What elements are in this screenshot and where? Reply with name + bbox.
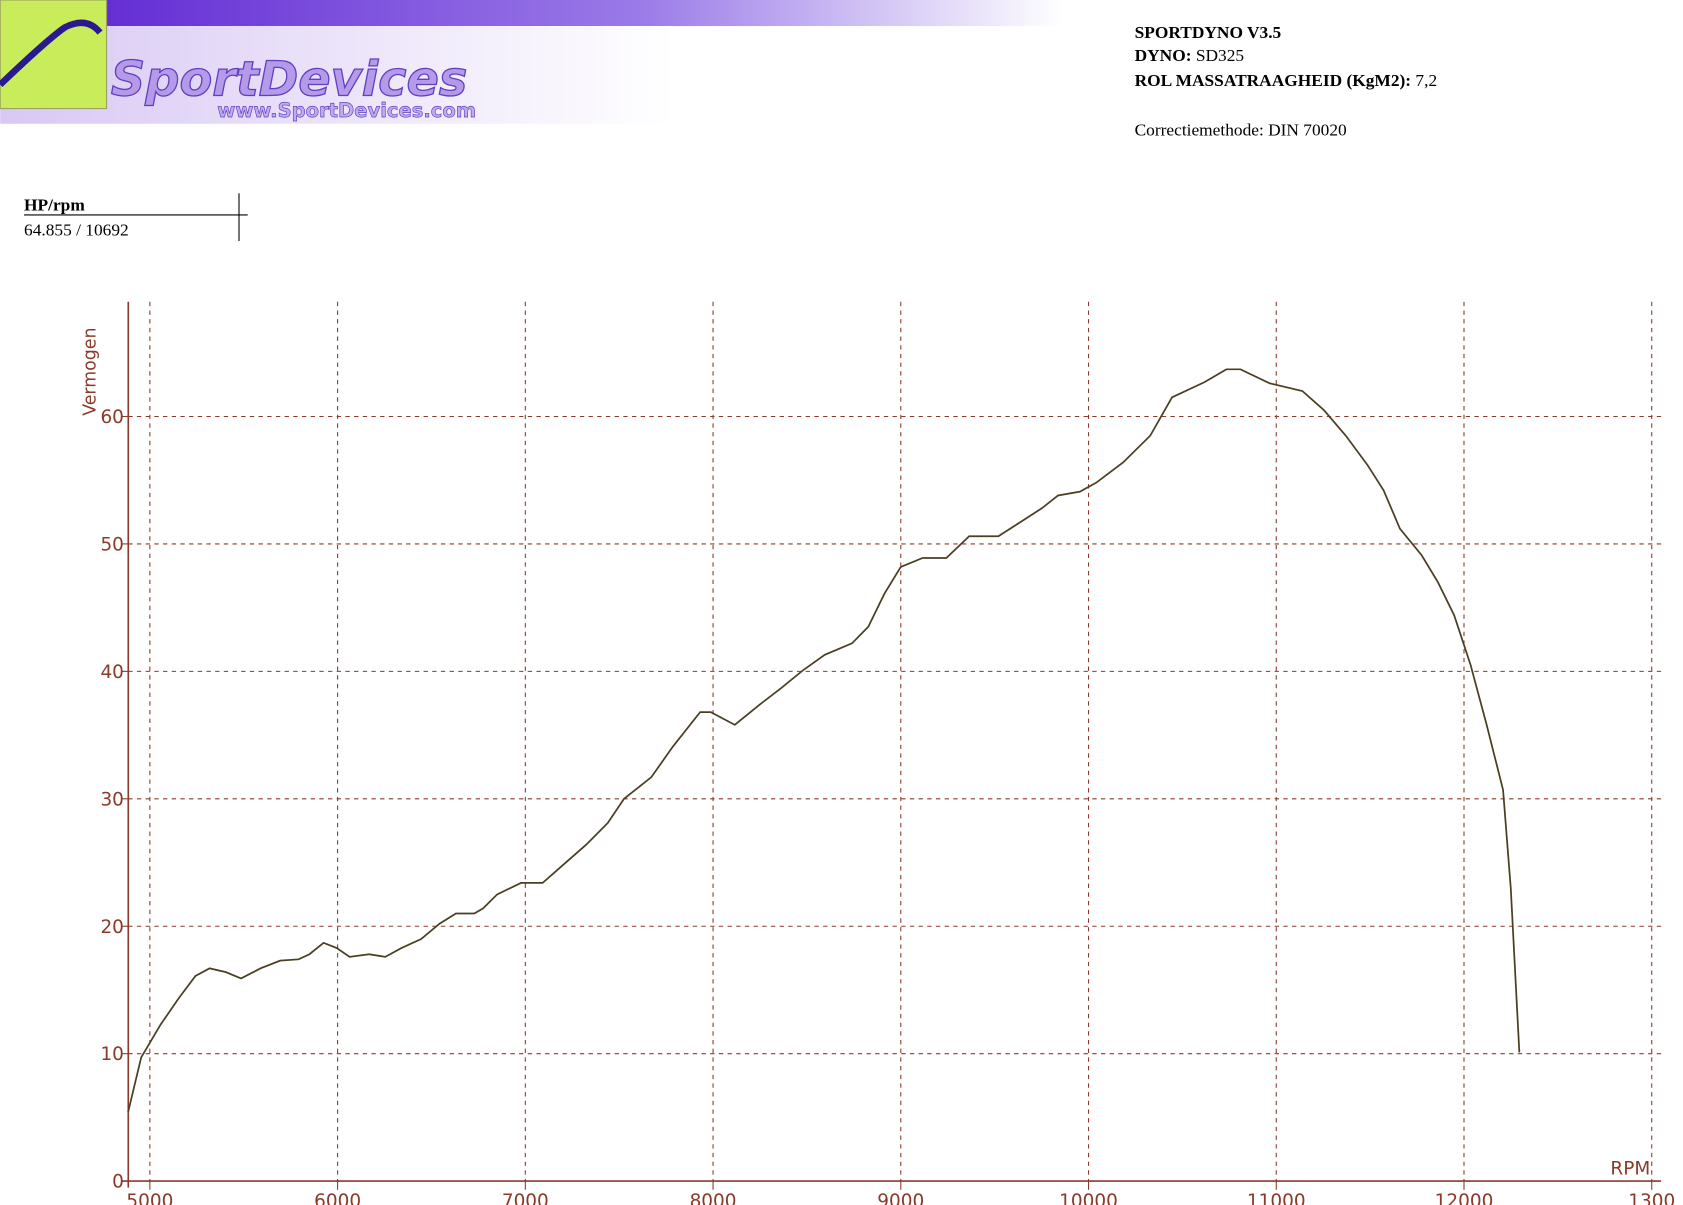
- y-tick-label: 50: [100, 534, 123, 555]
- readout-value: 64.855 / 10692: [24, 221, 129, 240]
- logo-square: [0, 0, 108, 110]
- logo: SportDevices www.SportDevices.com: [0, 0, 1065, 124]
- x-tick-label: 9000: [877, 1191, 924, 1205]
- logo-curve: [0, 19, 103, 88]
- x-tick-label: 10000: [1059, 1191, 1118, 1205]
- logo-url: www.SportDevices.com: [217, 99, 476, 122]
- y-tick-label: 40: [100, 662, 123, 683]
- dyno-label: DYNO:: [1135, 46, 1192, 65]
- logo-text: SportDevices: [111, 53, 467, 108]
- y-tick-label: 20: [100, 917, 123, 938]
- inertia-value: 7,2: [1415, 71, 1437, 90]
- y-tick-label: 30: [100, 789, 123, 810]
- dyno: DYNO: SD325: [1135, 46, 1244, 65]
- x-tick-label: 12000: [1435, 1191, 1494, 1205]
- y-tick-label: 0: [112, 1172, 124, 1193]
- logo-bar: [0, 0, 1065, 27]
- plot: 0 10 20 30 40 50 60 5000 6000 7000 8000 9000 10000 11…: [81, 301, 1675, 1205]
- x-tick-label: 8000: [690, 1191, 737, 1205]
- readout-label: HP/rpm: [24, 196, 85, 215]
- y-tick-label: 60: [100, 407, 123, 428]
- inertia-label: ROL MASSATRAAGHEID (KgM2):: [1135, 71, 1411, 90]
- y-tick-label: 10: [100, 1044, 123, 1065]
- x-tick-label: 6000: [314, 1191, 361, 1205]
- x-tick-label: 1300: [1628, 1191, 1675, 1205]
- readout: HP/rpm 64.855 / 10692: [24, 193, 248, 241]
- logo-band: [0, 26, 674, 124]
- x-tick-label: 11000: [1247, 1191, 1306, 1205]
- info: SPORTDYNO V3.5 DYNO: SD325 ROL MASSATRAA…: [1135, 23, 1438, 140]
- power-curve: [127, 368, 1521, 1113]
- inertia: ROL MASSATRAAGHEID (KgM2): 7,2: [1135, 71, 1438, 90]
- correction: Correctiemethode: DIN 70020: [1135, 121, 1347, 140]
- product: SPORTDYNO V3.5: [1135, 23, 1282, 42]
- dyno-value: SD325: [1196, 46, 1244, 65]
- y-axis-label: Vermogen: [81, 327, 101, 415]
- x-tick-label: 5000: [126, 1191, 173, 1205]
- x-axis-label: RPM: [1610, 1159, 1650, 1180]
- x-tick-label: 7000: [502, 1191, 549, 1205]
